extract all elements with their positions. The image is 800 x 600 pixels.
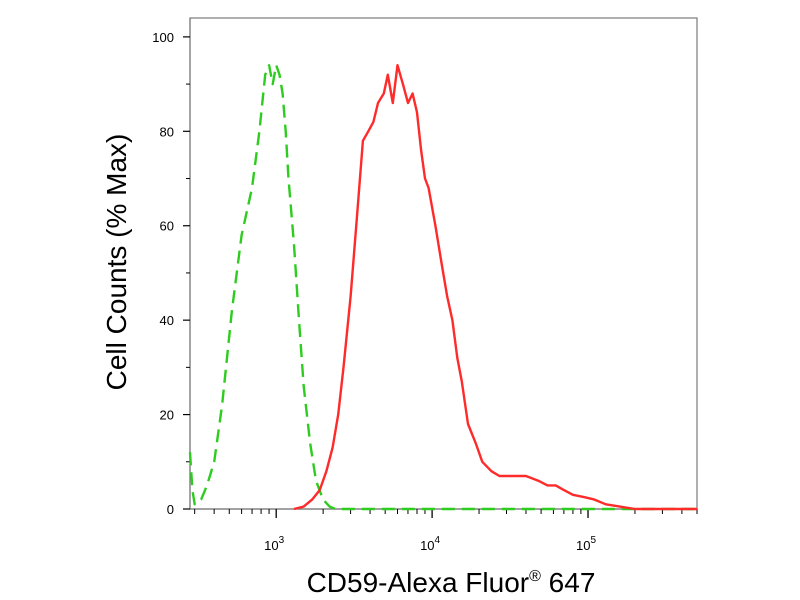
x-title-main: CD59-Alexa Fluor [307, 567, 530, 598]
y-tick-label: 20 [160, 408, 174, 423]
x-tick-exponent: 3 [279, 535, 285, 546]
y-axis-ticks: 0 20 40 60 80 100 [152, 30, 190, 517]
x-title-mark: ® [529, 568, 541, 585]
y-axis-title: Cell Counts (% Max) [101, 134, 132, 391]
x-tick-base: 10 [420, 538, 434, 553]
y-tick-label: 0 [167, 502, 174, 517]
x-title-rest: 647 [541, 567, 596, 598]
y-tick-label: 40 [160, 313, 174, 328]
x-tick-label: 105 [576, 535, 596, 553]
plot-frame [189, 17, 698, 510]
x-tick-exponent: 5 [590, 535, 596, 546]
x-tick-base: 10 [576, 538, 590, 553]
y-tick-label: 80 [160, 124, 174, 139]
y-tick-label: 100 [152, 30, 174, 45]
x-tick-exponent: 4 [435, 535, 441, 546]
x-tick-label: 104 [420, 535, 440, 553]
x-axis-ticks: 103 104 105 [194, 509, 698, 553]
x-axis-title: CD59-Alexa Fluor® 647 [307, 567, 596, 598]
series-layer [188, 63, 697, 511]
series-2-line [293, 63, 697, 511]
y-tick-label: 60 [160, 219, 174, 234]
x-tick-label: 103 [264, 535, 284, 553]
x-tick-base: 10 [264, 538, 278, 553]
series-1-line [188, 63, 697, 511]
